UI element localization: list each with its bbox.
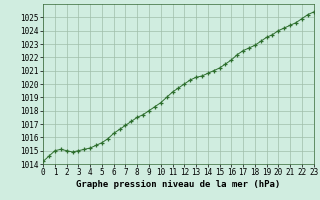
- X-axis label: Graphe pression niveau de la mer (hPa): Graphe pression niveau de la mer (hPa): [76, 180, 281, 189]
